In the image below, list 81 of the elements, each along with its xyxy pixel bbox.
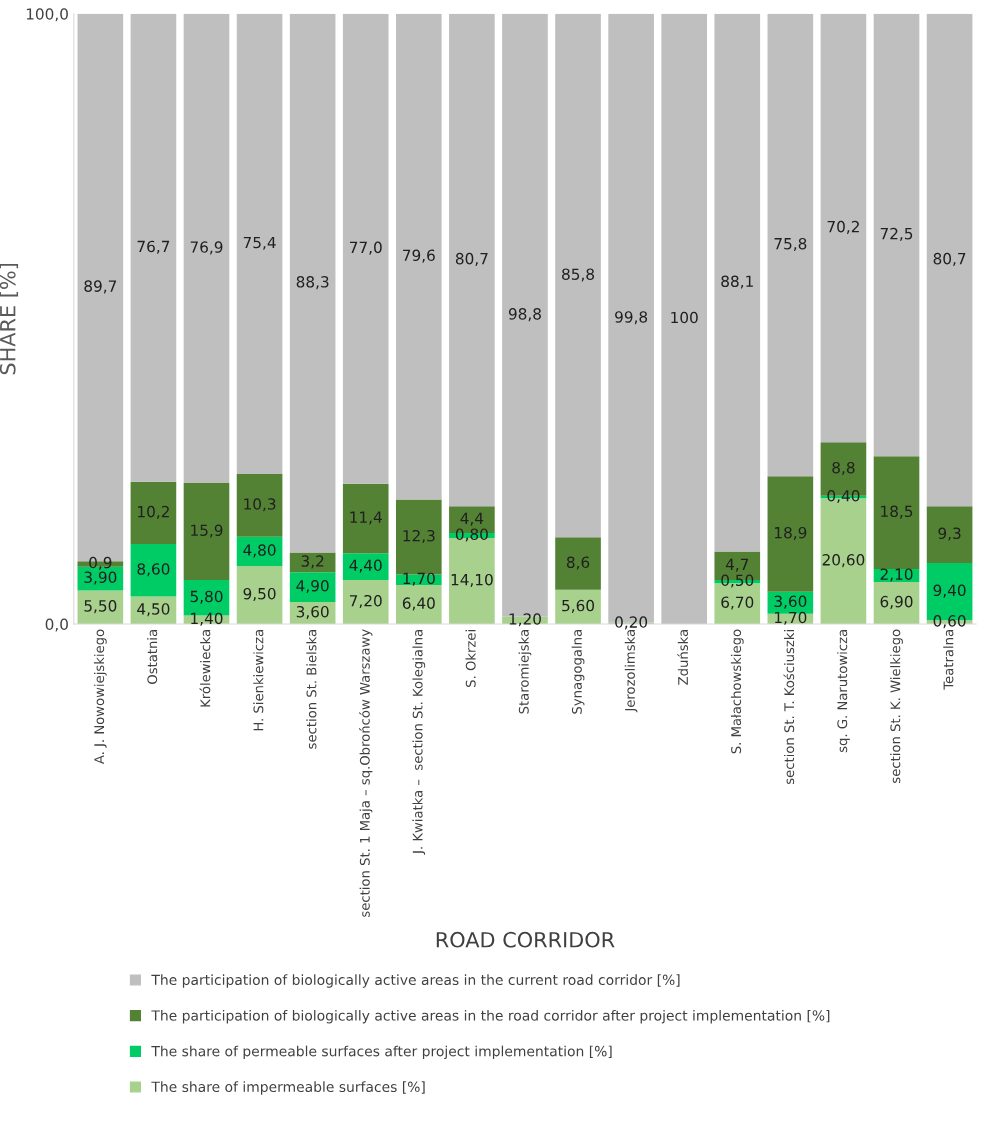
data-label: 76,7 bbox=[137, 240, 170, 254]
data-label: 6,40 bbox=[402, 597, 435, 611]
x-tick-label: section St. T. Kościuszki bbox=[783, 630, 795, 785]
data-label: 88,1 bbox=[721, 275, 753, 289]
data-label: 98,8 bbox=[508, 308, 541, 322]
legend-label: The share of impermeable surfaces [%] bbox=[151, 1081, 425, 1095]
data-label: 76,9 bbox=[190, 241, 223, 255]
data-label: 4,40 bbox=[349, 559, 382, 573]
data-label: 8,6 bbox=[566, 556, 590, 570]
data-label: 4,80 bbox=[243, 544, 276, 558]
data-label: 72,5 bbox=[880, 227, 913, 241]
data-label: 0,50 bbox=[721, 574, 754, 588]
x-tick-label: Synagogalna bbox=[571, 630, 585, 714]
data-label: 15,9 bbox=[191, 524, 223, 538]
data-label: 4,90 bbox=[296, 579, 329, 594]
data-label: 4,7 bbox=[725, 558, 749, 572]
legend-label: The share of permeable surfaces after project implementation [%] bbox=[151, 1045, 612, 1060]
data-label: 18,5 bbox=[881, 505, 913, 519]
data-label: 77,0 bbox=[349, 241, 382, 255]
data-label: 80,7 bbox=[455, 252, 488, 266]
data-label: 4,4 bbox=[460, 512, 484, 526]
data-label: 10,2 bbox=[138, 505, 169, 519]
data-label: 9,50 bbox=[243, 587, 276, 602]
x-tick-label: S. Małachowskiego bbox=[730, 629, 744, 754]
data-label: 79,6 bbox=[403, 249, 435, 263]
x-tick-label: H. Sienkiewicza bbox=[253, 630, 264, 731]
data-label: 1,40 bbox=[191, 612, 223, 626]
data-label: 80,7 bbox=[933, 252, 966, 266]
data-label: 5,60 bbox=[562, 599, 595, 613]
data-label: 1,20 bbox=[509, 613, 541, 627]
x-tick-label: A. J. Nowowiejskiego bbox=[93, 629, 107, 765]
x-tick-label: section St. Bielska bbox=[306, 630, 317, 749]
data-label: 75,4 bbox=[243, 236, 276, 250]
data-label: 11,4 bbox=[350, 511, 382, 525]
x-tick-label: J. Kwiatka – section St. Kolegialna bbox=[412, 630, 426, 855]
data-label: 88,3 bbox=[296, 276, 329, 290]
data-label: 4,50 bbox=[137, 603, 170, 617]
data-label: 3,2 bbox=[301, 555, 324, 569]
data-label: 14,10 bbox=[451, 573, 493, 587]
data-label: 6,90 bbox=[880, 595, 913, 609]
data-label: 99,8 bbox=[615, 311, 648, 325]
x-tick-label: section St. K. Wielkiego bbox=[890, 629, 903, 783]
data-label: 3,60 bbox=[774, 595, 807, 609]
x-tick-label: Staromiejska bbox=[518, 630, 532, 714]
data-label: 5,80 bbox=[190, 590, 223, 604]
x-axis-title: ROAD CORRIDOR bbox=[436, 931, 615, 948]
data-label: 7,20 bbox=[349, 594, 382, 609]
x-tick-label: sq. G. Narutowicza bbox=[837, 630, 850, 753]
data-label: 89,7 bbox=[84, 280, 117, 294]
data-label: 100 bbox=[671, 311, 698, 324]
data-label: 6,70 bbox=[721, 596, 754, 610]
data-label: 8,8 bbox=[832, 461, 855, 475]
data-label: 3,60 bbox=[296, 605, 329, 620]
x-tick-label: section St. 1 Maja – sq.Obrońców Warszawy bbox=[359, 629, 373, 917]
data-label: 9,3 bbox=[938, 527, 961, 541]
data-label: 10,3 bbox=[244, 498, 276, 512]
legend-label: The participation of biologically active areas in the road corridor after project implementation [%] bbox=[151, 1009, 830, 1024]
x-tick-label: Królewiecka bbox=[199, 630, 211, 707]
data-label: 18,9 bbox=[775, 526, 807, 540]
data-label: 1,70 bbox=[775, 611, 807, 625]
y-tick-label: 100,0 bbox=[26, 8, 68, 22]
data-label: 5,50 bbox=[84, 600, 117, 614]
x-tick-label: Teatralna bbox=[943, 630, 954, 690]
y-tick-label: 0,0 bbox=[45, 618, 68, 632]
y-axis-title: SHARE [%] bbox=[0, 263, 19, 375]
x-tick-label: Zduńska bbox=[677, 630, 689, 685]
data-label: 20,60 bbox=[822, 554, 865, 568]
legend-label: The participation of biologically active areas in the current road corridor [%] bbox=[151, 974, 680, 988]
data-label: 9,40 bbox=[933, 584, 966, 598]
data-label: 0,20 bbox=[615, 616, 648, 630]
data-label: 75,8 bbox=[774, 237, 807, 252]
data-label: 85,8 bbox=[562, 268, 595, 282]
data-label: 8,60 bbox=[137, 563, 170, 577]
x-tick-label: Jerozolimska bbox=[624, 630, 638, 713]
x-tick-label: S. Okrzei bbox=[465, 630, 476, 687]
data-label: 2,10 bbox=[880, 568, 913, 582]
data-label: 12,3 bbox=[403, 529, 435, 544]
data-label: 1,70 bbox=[403, 572, 435, 586]
x-tick-label: Ostatnia bbox=[147, 630, 158, 684]
data-label: 70,2 bbox=[827, 220, 859, 234]
data-label: 3,90 bbox=[84, 571, 117, 585]
